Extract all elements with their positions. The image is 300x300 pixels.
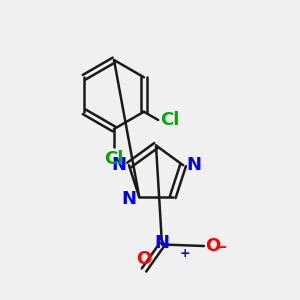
Text: O: O bbox=[136, 250, 152, 268]
Text: N: N bbox=[186, 156, 201, 174]
Text: Cl: Cl bbox=[160, 111, 179, 129]
Text: N: N bbox=[111, 156, 126, 174]
Text: N: N bbox=[121, 190, 136, 208]
Text: O: O bbox=[206, 237, 221, 255]
Text: +: + bbox=[179, 247, 190, 260]
Text: −: − bbox=[214, 240, 227, 255]
Text: N: N bbox=[154, 234, 169, 252]
Text: Cl: Cl bbox=[104, 150, 124, 168]
